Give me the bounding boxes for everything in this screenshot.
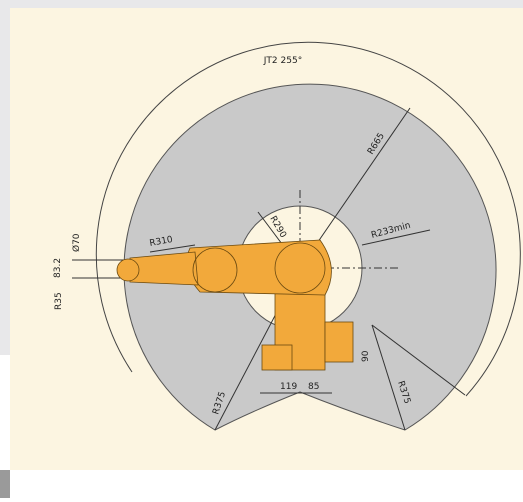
dim-label: 85 bbox=[308, 382, 319, 392]
dim-label: 90 bbox=[361, 350, 371, 362]
robot-motor bbox=[325, 322, 353, 362]
robot-link bbox=[187, 240, 332, 295]
robot-wrist bbox=[117, 259, 139, 281]
robot-forearm bbox=[130, 252, 198, 285]
dim-label: 119 bbox=[280, 382, 297, 392]
dim-label: 83.2 bbox=[53, 258, 63, 278]
title: JT2 255° bbox=[263, 56, 302, 66]
corner-mark bbox=[0, 470, 10, 498]
diagram: JT2 255° R665 R290 R233min R310 Ø70 83.2… bbox=[0, 0, 523, 498]
dim-label: Ø70 bbox=[71, 233, 82, 252]
dim-label: R35 bbox=[54, 292, 64, 310]
page: JT2 255° R665 R290 R233min R310 Ø70 83.2… bbox=[0, 0, 523, 498]
robot-foot bbox=[262, 345, 292, 370]
